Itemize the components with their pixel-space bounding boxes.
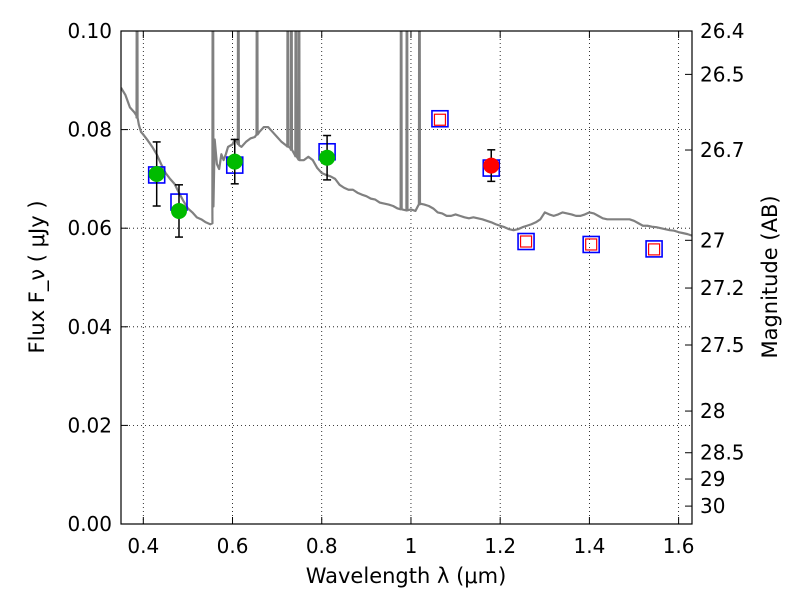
y2-tick-label: 26.7	[700, 138, 745, 162]
upper-limit-square	[585, 238, 598, 251]
upper-limit-square	[519, 235, 533, 248]
model-photometry-square	[431, 109, 449, 128]
y-tick-label: 0.08	[67, 118, 112, 142]
y-axis-title: Flux F_ν ( μJy )	[25, 200, 50, 353]
plot-frame	[120, 30, 693, 525]
x-tick-label: 1.2	[484, 534, 516, 558]
detection-point	[226, 153, 243, 170]
y2-tick-label: 28.5	[700, 441, 745, 465]
x-axis-title: Wavelength λ (μm)	[306, 564, 507, 588]
x-tick-label: 1.4	[573, 534, 605, 558]
y2-tick-label: 27	[700, 228, 725, 252]
y2-tick-label: 27.5	[700, 333, 745, 357]
x-tick-label: 0.4	[127, 534, 159, 558]
upper-limit-square	[433, 113, 447, 126]
y2-tick-label: 26.5	[700, 62, 745, 86]
y2-tick-label: 30	[700, 494, 725, 518]
detection-point-red	[483, 157, 500, 174]
y-tick-label: 0.02	[67, 413, 112, 437]
model-photometry-square	[582, 235, 600, 254]
ticks: 0.4 0.6 0.8 1 1.2 1.4 1.6 0.00 0.02 0.04 0.06 0.08 0…	[67, 19, 744, 558]
y2-tick-label: 26.4	[700, 19, 745, 43]
detection-point	[170, 202, 187, 219]
y2-tick-label: 28	[700, 399, 725, 423]
y-tick-label: 0.04	[67, 315, 112, 339]
y2-tick-label: 27.2	[700, 276, 745, 300]
detection-point	[148, 165, 165, 182]
x-tick-label: 1	[405, 534, 418, 558]
x-tick-label: 1.6	[663, 534, 695, 558]
y2-axis-title: Magnitude (AB)	[758, 195, 782, 358]
marker-layer	[147, 109, 663, 258]
model-photometry-square	[645, 240, 663, 258]
detection-point	[319, 149, 336, 166]
y-tick-label: 0.06	[67, 216, 112, 240]
y2-tick-label: 29	[700, 467, 725, 491]
upper-limit-square	[647, 243, 661, 256]
data-layer	[121, 31, 692, 237]
y-tick-label: 0.00	[67, 512, 112, 536]
x-tick-label: 0.8	[306, 534, 338, 558]
model-photometry-square	[517, 232, 535, 251]
y-tick-label: 0.10	[67, 19, 112, 43]
sed-model-line	[121, 31, 692, 237]
x-tick-label: 0.6	[217, 534, 249, 558]
